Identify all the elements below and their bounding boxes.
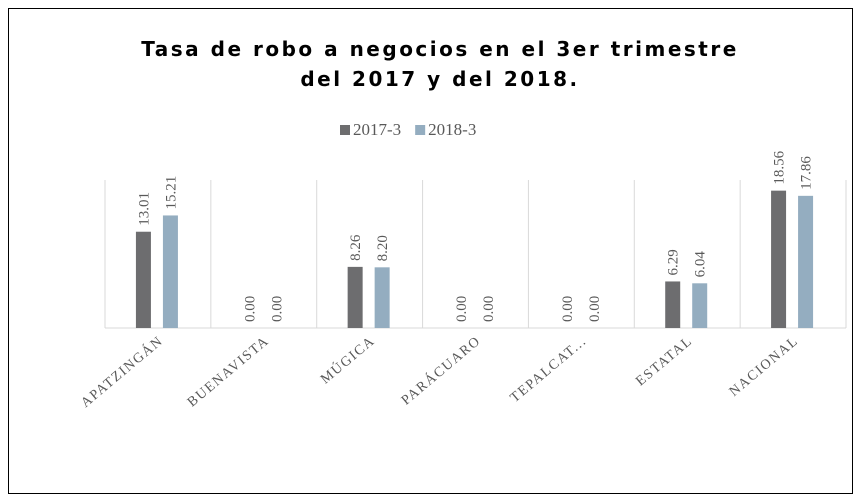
value-label: 0.00	[481, 296, 497, 322]
bar	[135, 231, 151, 328]
legend-label: 2018-3	[428, 120, 476, 139]
value-label: 15.21	[163, 176, 179, 210]
x-tick-label: ESTATAL	[633, 334, 695, 390]
value-label: 0.00	[242, 296, 258, 322]
value-label: 6.29	[666, 249, 682, 275]
x-tick-label: MÚGICA	[317, 332, 378, 387]
x-tick-label: APATZINGÁN	[77, 332, 166, 411]
value-label: 0.00	[587, 296, 603, 322]
bar	[347, 266, 363, 328]
bar	[374, 267, 390, 328]
x-tick-label: NACIONAL	[727, 334, 802, 400]
chart-title: Tasa de robo a negocios en el 3er trimes…	[141, 37, 739, 91]
value-label: 6.04	[693, 251, 709, 278]
value-label: 0.00	[560, 296, 576, 322]
bar	[798, 195, 814, 328]
legend-label: 2017-3	[353, 120, 401, 139]
value-label: 8.20	[375, 235, 391, 261]
value-label: 18.56	[772, 150, 788, 184]
x-tick-label: PARÁCUARO	[398, 332, 484, 408]
value-label: 0.00	[269, 296, 285, 322]
chart-frame	[8, 8, 853, 494]
bar	[692, 283, 708, 328]
bar	[771, 190, 787, 328]
value-label: 0.00	[454, 296, 470, 322]
legend-swatch	[415, 125, 426, 135]
value-label: 17.86	[799, 156, 815, 190]
x-tick-label: BUENAVISTA	[185, 334, 272, 411]
value-label: 13.01	[136, 192, 152, 226]
legend-swatch	[340, 125, 350, 135]
x-tick-label: TEPALCAT...	[508, 334, 590, 406]
bar	[162, 215, 178, 328]
bar	[665, 281, 681, 328]
value-label: 8.26	[348, 234, 364, 261]
